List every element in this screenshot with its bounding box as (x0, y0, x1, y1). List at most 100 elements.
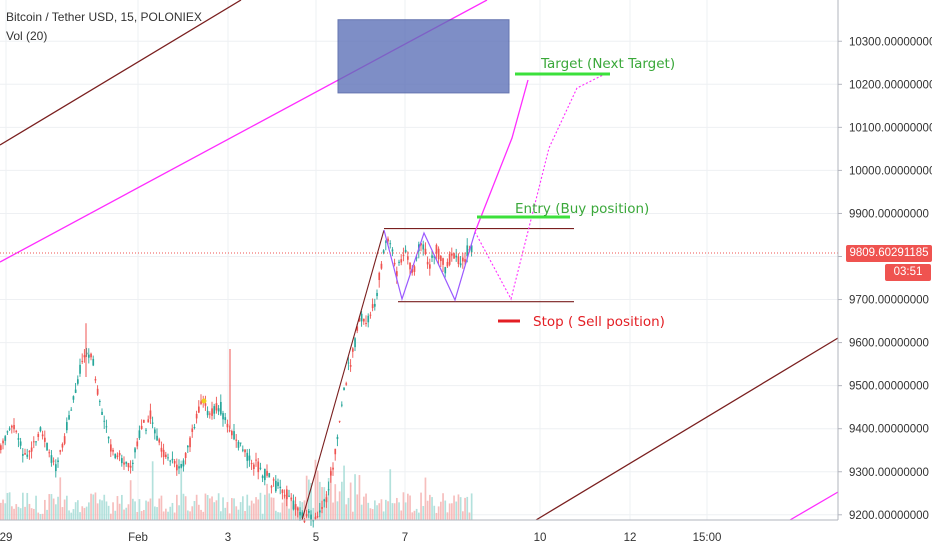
candle-body (363, 318, 365, 322)
volume-bar (356, 494, 359, 520)
candle-body (48, 452, 51, 454)
volume-bar (257, 499, 260, 520)
bar-countdown-badge: 03:51 (885, 264, 931, 281)
volume-bar (237, 509, 240, 520)
volume-bar (437, 506, 440, 520)
candle-body (404, 249, 407, 253)
candle-body (6, 431, 9, 433)
volume-bar (28, 503, 31, 520)
last-price-badge: 9809.60291185 (846, 245, 932, 262)
candle-body (169, 460, 172, 462)
candle-body (228, 430, 231, 432)
volume-bar (376, 505, 378, 520)
volume-bar (466, 496, 469, 520)
candle-body (367, 315, 370, 323)
candle-body (448, 254, 451, 265)
candle-body (171, 458, 174, 461)
volume-bar (101, 500, 103, 520)
volume-bar (407, 493, 409, 520)
volume-bar (468, 512, 471, 520)
volume-bar (411, 512, 414, 520)
volume-bar (215, 500, 218, 520)
candle-body (277, 482, 279, 487)
candle-body (92, 358, 95, 366)
candle-body (206, 410, 209, 416)
candle-body (402, 254, 405, 256)
candle-body (325, 497, 328, 503)
candle-body (110, 444, 112, 452)
candle-body (15, 430, 18, 432)
candle-body (264, 468, 266, 481)
volume-bar (88, 502, 90, 520)
candle-body (147, 419, 150, 423)
candle-body (191, 428, 194, 432)
candle-body (136, 441, 139, 447)
candle-body (356, 326, 359, 331)
price-tick-label: 10000.00000000 (849, 165, 932, 177)
time-tick-label: 10 (534, 532, 547, 544)
volume-bar (55, 504, 57, 520)
price-tick-label: 10200.00000000 (849, 79, 932, 91)
volume-bar (2, 499, 4, 520)
candle-body (215, 403, 218, 411)
volume-bar (446, 512, 449, 520)
volume-bar (11, 506, 13, 520)
volume-bar (191, 506, 194, 520)
volume-bar (310, 482, 312, 520)
drawing-tools[interactable] (0, 0, 839, 521)
volume-bar (66, 495, 68, 520)
candle-body (334, 448, 337, 455)
volume-bar (79, 512, 81, 520)
candle-body (420, 243, 422, 246)
volume-bar (402, 492, 405, 520)
volume-bar (283, 496, 286, 520)
volume-bar (140, 511, 143, 520)
candle-body (470, 245, 473, 253)
volume-bar (19, 508, 22, 520)
volume-bar (440, 501, 442, 520)
candle-body (125, 461, 128, 464)
volume-bar (46, 509, 48, 520)
volume-bar (189, 511, 191, 520)
candle-body (378, 272, 381, 281)
volume-bar (398, 502, 400, 520)
volume-bar (244, 510, 246, 520)
stop-annotation[interactable]: Stop ( Sell position) (533, 314, 665, 330)
volume-bar (242, 496, 244, 520)
candle-body (193, 427, 196, 429)
candle-body (24, 453, 26, 455)
candle-body (19, 441, 22, 446)
volume-bar (200, 509, 202, 520)
volume-bar (259, 492, 262, 520)
volume-bar (352, 511, 354, 520)
candle-body (389, 243, 392, 245)
volume-bar (44, 499, 46, 520)
candle-body (336, 436, 339, 440)
candle-body (46, 442, 48, 451)
volume-bar (248, 505, 251, 520)
volume-bar (94, 492, 97, 520)
volume-bar (246, 494, 249, 520)
volume-bar (360, 504, 363, 520)
volume-bar (457, 494, 460, 520)
volume-bar (332, 502, 334, 520)
price-tick-label: 10300.00000000 (849, 36, 932, 48)
volume-bar (277, 512, 279, 520)
candle-body (290, 497, 293, 500)
candle-body (272, 479, 275, 481)
candle-body (330, 471, 332, 476)
target-annotation[interactable]: Target (Next Target) (541, 56, 676, 72)
volume-bar (250, 500, 253, 520)
candle-body (352, 348, 354, 352)
volume-bar (228, 513, 231, 520)
volume-bar (429, 494, 431, 520)
volume-bar (385, 499, 387, 520)
entry-annotation[interactable]: Entry (Buy position) (515, 201, 650, 217)
volume-bar (270, 497, 273, 520)
price-tick-label: 9200.00000000 (849, 510, 929, 522)
volume-bar (330, 468, 332, 520)
volume-bar (173, 512, 176, 520)
volume-bar (165, 508, 167, 520)
volume-bar (105, 501, 108, 520)
